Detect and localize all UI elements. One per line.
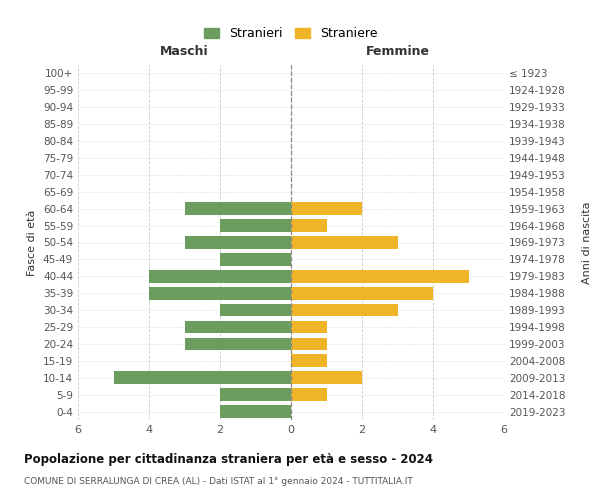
Y-axis label: Anni di nascita: Anni di nascita: [582, 201, 592, 284]
Bar: [113, 372, 291, 384]
Bar: [291, 236, 398, 249]
Bar: [185, 338, 291, 350]
Bar: [291, 354, 326, 367]
Text: Popolazione per cittadinanza straniera per età e sesso - 2024: Popolazione per cittadinanza straniera p…: [24, 452, 433, 466]
Bar: [291, 270, 469, 282]
Bar: [220, 253, 291, 266]
Bar: [291, 304, 398, 316]
Bar: [291, 320, 326, 334]
Bar: [291, 372, 362, 384]
Bar: [291, 202, 362, 215]
Bar: [291, 388, 326, 401]
Bar: [220, 388, 291, 401]
Bar: [185, 236, 291, 249]
Y-axis label: Fasce di età: Fasce di età: [28, 210, 37, 276]
Bar: [220, 304, 291, 316]
Bar: [291, 287, 433, 300]
Text: Femmine: Femmine: [365, 45, 430, 58]
Bar: [149, 270, 291, 282]
Bar: [149, 287, 291, 300]
Text: COMUNE DI SERRALUNGA DI CREA (AL) - Dati ISTAT al 1° gennaio 2024 - TUTTITALIA.I: COMUNE DI SERRALUNGA DI CREA (AL) - Dati…: [24, 478, 413, 486]
Bar: [220, 405, 291, 418]
Bar: [291, 220, 326, 232]
Legend: Stranieri, Straniere: Stranieri, Straniere: [199, 22, 383, 46]
Text: Maschi: Maschi: [160, 45, 209, 58]
Bar: [220, 220, 291, 232]
Bar: [291, 338, 326, 350]
Bar: [185, 320, 291, 334]
Bar: [185, 202, 291, 215]
